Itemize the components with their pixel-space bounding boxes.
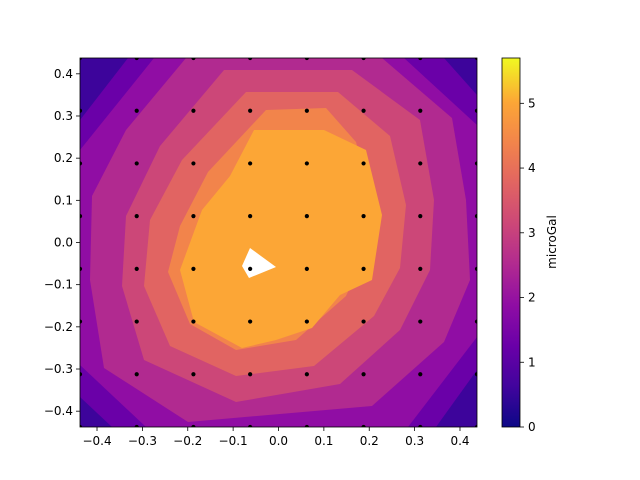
x-tick-label: 0.0 bbox=[269, 434, 288, 448]
sample-points bbox=[80, 58, 477, 427]
sample-point bbox=[191, 424, 196, 427]
sample-point bbox=[248, 319, 253, 324]
x-axis: −0.4 −0.3 −0.2 −0.1 0.0 0.1 0.2 0.3 0.4 bbox=[82, 427, 470, 448]
sample-point bbox=[474, 319, 477, 324]
x-tick-label: −0.2 bbox=[173, 434, 202, 448]
sample-point bbox=[361, 319, 366, 324]
sample-point bbox=[361, 108, 366, 113]
sample-point bbox=[134, 372, 139, 377]
sample-point bbox=[361, 372, 366, 377]
sample-point bbox=[80, 161, 83, 166]
sample-point bbox=[191, 266, 196, 271]
sample-point bbox=[80, 424, 83, 427]
y-tick-label: 0.4 bbox=[54, 67, 73, 81]
sample-point bbox=[361, 424, 366, 427]
sample-point bbox=[134, 214, 139, 219]
sample-point bbox=[304, 161, 309, 166]
x-tick-label: 0.2 bbox=[360, 434, 379, 448]
sample-point bbox=[191, 161, 196, 166]
x-tick-label: 0.1 bbox=[314, 434, 333, 448]
sample-point bbox=[248, 424, 253, 427]
colorbar-tick-label: 3 bbox=[528, 226, 536, 240]
sample-point bbox=[474, 372, 477, 377]
sample-point bbox=[474, 58, 477, 61]
contour-band bbox=[180, 130, 382, 348]
sample-point bbox=[361, 214, 366, 219]
sample-point bbox=[474, 214, 477, 219]
colorbar-tick-label: 0 bbox=[528, 420, 536, 434]
sample-point bbox=[134, 58, 139, 61]
sample-point bbox=[361, 266, 366, 271]
sample-point bbox=[80, 319, 83, 324]
colorbar: 0 1 2 3 4 5 microGal bbox=[501, 57, 559, 434]
sample-point bbox=[418, 266, 423, 271]
sample-point bbox=[248, 372, 253, 377]
sample-point bbox=[304, 214, 309, 219]
sample-point bbox=[80, 214, 83, 219]
sample-point bbox=[80, 108, 83, 113]
y-tick-label: 0.3 bbox=[54, 109, 73, 123]
y-axis: −0.4 −0.3 −0.2 −0.1 0.0 0.1 0.2 0.3 0.4 bbox=[44, 67, 80, 418]
colorbar-tick-label: 2 bbox=[528, 291, 536, 305]
sample-point bbox=[134, 161, 139, 166]
sample-point bbox=[191, 319, 196, 324]
x-tick-label: 0.4 bbox=[450, 434, 469, 448]
sample-point bbox=[304, 424, 309, 427]
y-tick-label: −0.1 bbox=[44, 278, 73, 292]
sample-point bbox=[418, 424, 423, 427]
sample-point bbox=[418, 319, 423, 324]
x-tick-label: −0.4 bbox=[82, 434, 111, 448]
sample-point bbox=[474, 266, 477, 271]
y-tick-label: 0.0 bbox=[54, 236, 73, 250]
sample-point bbox=[134, 319, 139, 324]
sample-point bbox=[80, 266, 83, 271]
sample-point bbox=[248, 108, 253, 113]
y-tick-label: −0.2 bbox=[44, 320, 73, 334]
sample-point bbox=[474, 108, 477, 113]
y-tick-label: −0.4 bbox=[44, 404, 73, 418]
sample-point bbox=[191, 214, 196, 219]
sample-point bbox=[361, 58, 366, 61]
sample-point bbox=[418, 161, 423, 166]
sample-point bbox=[304, 108, 309, 113]
y-tick-label: 0.2 bbox=[54, 151, 73, 165]
sample-point bbox=[361, 161, 366, 166]
x-tick-label: 0.3 bbox=[405, 434, 424, 448]
colorbar-tick-label: 1 bbox=[528, 355, 536, 369]
sample-point bbox=[248, 58, 253, 61]
colorbar-label: microGal bbox=[545, 215, 559, 269]
colorbar-gradient bbox=[501, 57, 521, 428]
colorbar-tick-label: 5 bbox=[528, 96, 536, 110]
sample-point bbox=[418, 108, 423, 113]
sample-point bbox=[248, 161, 253, 166]
sample-point bbox=[191, 58, 196, 61]
sample-point bbox=[418, 372, 423, 377]
sample-point bbox=[304, 372, 309, 377]
sample-point bbox=[134, 266, 139, 271]
sample-point bbox=[248, 214, 253, 219]
sample-point bbox=[304, 319, 309, 324]
sample-point bbox=[474, 424, 477, 427]
sample-point bbox=[191, 372, 196, 377]
sample-point bbox=[474, 161, 477, 166]
sample-point bbox=[418, 214, 423, 219]
sample-point bbox=[418, 58, 423, 61]
y-tick-label: −0.3 bbox=[44, 362, 73, 376]
colorbar-tick-label: 4 bbox=[528, 161, 536, 175]
sample-point bbox=[80, 372, 83, 377]
sample-point bbox=[134, 424, 139, 427]
sample-point bbox=[248, 266, 253, 271]
x-tick-label: −0.1 bbox=[219, 434, 248, 448]
sample-point bbox=[80, 58, 83, 61]
colorbar-ticks: 0 1 2 3 4 5 bbox=[520, 96, 536, 434]
contour-plot bbox=[80, 58, 477, 427]
sample-point bbox=[191, 108, 196, 113]
x-tick-label: −0.3 bbox=[128, 434, 157, 448]
sample-point bbox=[304, 266, 309, 271]
sample-point bbox=[304, 58, 309, 61]
y-tick-label: 0.1 bbox=[54, 193, 73, 207]
sample-point bbox=[134, 108, 139, 113]
contour-bands bbox=[80, 58, 477, 427]
